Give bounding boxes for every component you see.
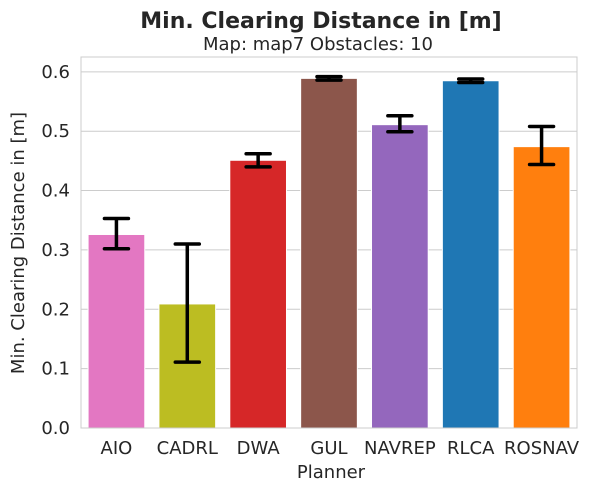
chart-subtitle: Map: map7 Obstacles: 10 [203, 34, 433, 55]
x-tick-label: DWA [237, 438, 281, 459]
y-tick-label: 0.5 [41, 121, 70, 142]
x-axis-label: Planner [297, 462, 366, 483]
x-tick-label: ROSNAV [504, 438, 580, 459]
y-tick-label: 0.0 [41, 418, 70, 439]
y-tick-labels: 0.0 0.1 0.2 0.3 0.4 0.5 0.6 [41, 62, 70, 439]
error-bars [102, 74, 556, 364]
bar-rlca [441, 80, 500, 429]
bar-gul [300, 77, 358, 429]
y-tick-label: 0.6 [41, 62, 70, 83]
y-tick-label: 0.2 [41, 299, 70, 320]
x-tick-label: AIO [101, 438, 133, 459]
y-axis-label: Min. Clearing Distance in [m] [8, 112, 29, 374]
bar-dwa [229, 159, 287, 429]
x-tick-label: GUL [310, 438, 347, 459]
bar-rosnav [512, 146, 571, 429]
bar-aio [87, 233, 146, 429]
chart-title: Min. Clearing Distance in [m] [140, 9, 501, 34]
x-tick-labels: AIO CADRL DWA GUL NAVREP RLCA ROSNAV [101, 438, 580, 459]
x-tick-label: RLCA [447, 438, 495, 459]
y-tick-label: 0.3 [41, 240, 70, 261]
y-tick-label: 0.1 [41, 359, 70, 380]
y-tick-label: 0.4 [41, 181, 70, 202]
bar-navrep [371, 124, 429, 429]
plot-frame [80, 56, 578, 429]
x-tick-label: CADRL [157, 438, 218, 459]
x-tick-label: NAVREP [364, 438, 436, 459]
